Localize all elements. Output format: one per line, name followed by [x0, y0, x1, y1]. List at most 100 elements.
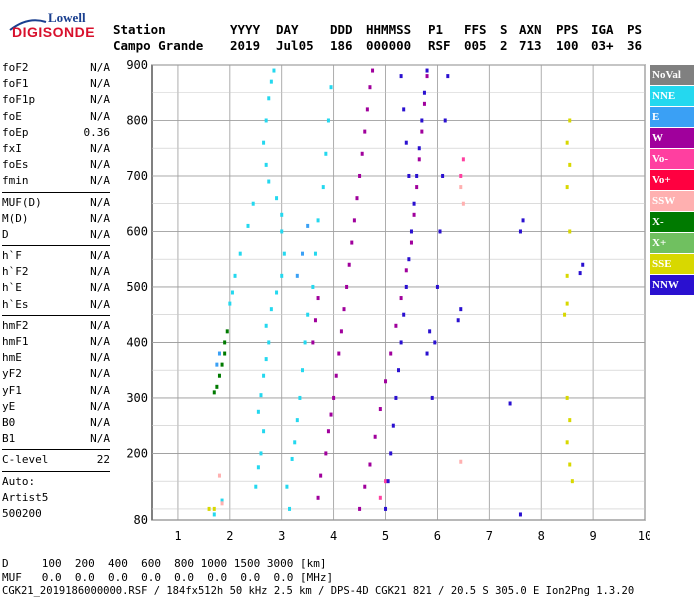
param-value: N/A [90, 415, 110, 429]
data-point-nne [298, 395, 302, 400]
x-tick-label: 9 [589, 529, 596, 543]
divider [2, 470, 110, 472]
x-tick-label: 5 [382, 529, 389, 543]
data-point-nne [275, 290, 279, 295]
param-value: N/A [90, 367, 110, 381]
data-point-w [371, 68, 375, 73]
data-point-w [329, 412, 333, 417]
data-point-nnw [441, 173, 445, 178]
data-point-nne [269, 307, 273, 312]
data-point-nnw [425, 68, 429, 73]
data-point-nnw [425, 351, 429, 356]
param-name: h`F2 [2, 265, 29, 279]
param-value: N/A [90, 211, 110, 225]
divider [2, 449, 110, 451]
data-point-nne [262, 373, 266, 378]
data-point-nne [293, 440, 297, 445]
param-name: B1 [2, 432, 16, 446]
legend-item-vo: Vo+ [650, 170, 694, 190]
data-point-nne [220, 498, 224, 503]
data-point-w [313, 318, 317, 323]
param-row: foF2 N/A [2, 60, 110, 76]
header-label-5: P1 [428, 22, 444, 37]
data-point-nnw [521, 218, 525, 223]
data-point-w [394, 323, 398, 328]
legend: NoVal NNE E W Vo- Vo+ SSW X- X+ SSE NNW [650, 65, 694, 296]
data-point-nne [251, 201, 255, 206]
data-point-w [404, 268, 408, 273]
data-point-nne [212, 512, 216, 517]
legend-item-vo: Vo- [650, 149, 694, 169]
header-label-8: AXN [519, 22, 542, 37]
y-tick-label: 900 [126, 58, 148, 72]
header-label-3: DDD [330, 22, 353, 37]
data-point-sse [568, 229, 572, 234]
data-point-nne [246, 223, 250, 228]
param-name: D [2, 227, 9, 241]
param-name: MUF(D) [2, 195, 42, 209]
data-point-w [368, 462, 372, 467]
header-value-11: 36 [627, 38, 643, 53]
param-name: C-level [2, 453, 49, 467]
data-point-nne [264, 357, 268, 362]
data-point-e [306, 223, 310, 228]
data-point-sse [565, 301, 569, 306]
data-point-nne [321, 185, 325, 190]
data-point-nne [313, 251, 317, 256]
legend-item-sse: SSE [650, 254, 694, 274]
data-point-sse [207, 506, 211, 511]
x-tick-label: 8 [538, 529, 545, 543]
y-tick-label: 400 [126, 335, 148, 349]
param-row: foF1p N/A [2, 92, 110, 108]
data-point-w [337, 351, 341, 356]
data-point-nne [262, 140, 266, 145]
footer-info: CGK21_2019186000000.RSF / 184fx512h 50 k… [2, 585, 635, 597]
param-row: foF1 N/A [2, 76, 110, 92]
param-value: N/A [90, 383, 110, 397]
data-point-w [316, 495, 320, 500]
data-point-nne [300, 368, 304, 373]
data-point-nnw [399, 74, 403, 79]
data-point-nnw [397, 368, 400, 373]
data-point-w [355, 196, 359, 201]
param-value: N/A [90, 227, 110, 241]
y-tick-label: 600 [126, 224, 148, 238]
x-tick-label: 3 [278, 529, 285, 543]
parameter-panel: foF2 N/A foF1 N/A foF1p N/A foE N/A foEp 0.36 fxI N… [2, 60, 110, 522]
data-point-nne [238, 251, 242, 256]
data-point-w [412, 212, 416, 217]
data-point-nnw [384, 506, 388, 511]
data-point-w [373, 434, 377, 439]
data-point-nnw [422, 90, 426, 95]
data-point-w [345, 284, 349, 289]
data-point-nne [264, 162, 268, 167]
data-point-nne [267, 340, 271, 345]
header-value-8: 713 [519, 38, 542, 53]
data-point-nnw [578, 271, 582, 276]
data-point-w [415, 185, 419, 190]
x-tick-label: 2 [226, 529, 233, 543]
y-tick-label: 200 [126, 446, 148, 460]
data-point-nnw [402, 107, 406, 112]
param-row: hmF1 N/A [2, 334, 110, 350]
data-point-nnw [518, 512, 522, 517]
data-point-nne [329, 85, 333, 90]
data-point-nnw [386, 479, 390, 484]
logo-brand: Lowell [48, 10, 86, 25]
data-point-sse [565, 440, 569, 445]
data-point-ssw [459, 185, 463, 190]
data-point-w [339, 329, 343, 334]
param-value: N/A [90, 93, 110, 107]
data-point-nne [280, 212, 284, 217]
param-name: B0 [2, 415, 16, 429]
data-point-x [220, 362, 224, 367]
data-point-nnw [399, 340, 403, 345]
data-point-w [311, 340, 315, 345]
y-tick-label: 800 [126, 113, 148, 127]
y-tick-label: 700 [126, 169, 148, 183]
legend-item-w: W [650, 128, 694, 148]
header-label-9: PPS [556, 22, 579, 37]
param-name: h`Es [2, 297, 29, 311]
digisonde-logo: Lowell DIGISONDE [8, 10, 95, 44]
data-point-nne [269, 79, 273, 84]
